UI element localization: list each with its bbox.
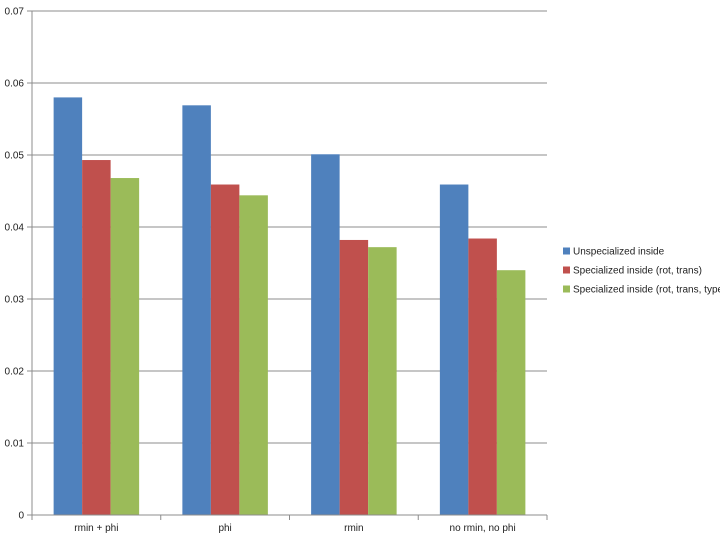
bar-2-3 (339, 239, 369, 515)
y-tick-label: 0.04 (5, 223, 25, 234)
bar-1-2 (182, 105, 211, 515)
y-tick-label: 0 (18, 511, 24, 522)
bar-3-1 (110, 178, 140, 516)
x-category-label: rmin + phi (74, 523, 118, 534)
legend-swatch (563, 285, 570, 293)
bar-3-4 (496, 270, 526, 515)
bar-3-2 (239, 195, 268, 515)
legend-swatch (563, 247, 570, 255)
x-axis-tick-labels: rmin + phi phi rmin no rmin, no phi (74, 523, 515, 534)
x-category-label: phi (218, 523, 231, 534)
y-tick-label: 0.06 (5, 79, 25, 90)
y-tick-label: 0.02 (5, 367, 25, 378)
bar-1-3 (311, 154, 340, 515)
bar-2-2 (210, 184, 240, 515)
bars (53, 97, 526, 516)
bar-1-1 (53, 97, 83, 516)
y-tick-label: 0.05 (5, 151, 25, 162)
bar-1-4 (439, 184, 469, 515)
y-tick-label: 0.07 (5, 7, 25, 18)
y-axis-tick-labels: 0 0.01 0.02 0.03 0.04 0.05 0.06 0.07 (5, 7, 25, 522)
legend-label: Specialized inside (rot, trans, type) (573, 285, 720, 296)
legend-swatch (563, 266, 570, 274)
legend-label: Specialized inside (rot, trans) (573, 266, 702, 277)
x-category-label: no rmin, no phi (450, 523, 516, 534)
bar-2-1 (82, 160, 111, 516)
bar-2-4 (468, 238, 497, 515)
legend: Unspecialized inside Specialized inside (… (563, 247, 720, 296)
y-tick-label: 0.01 (5, 439, 25, 450)
legend-label: Unspecialized inside (573, 247, 665, 258)
x-category-label: rmin (344, 523, 363, 534)
bar-3-3 (368, 247, 397, 515)
y-tick-label: 0.03 (5, 295, 25, 306)
axes (27, 10, 548, 520)
